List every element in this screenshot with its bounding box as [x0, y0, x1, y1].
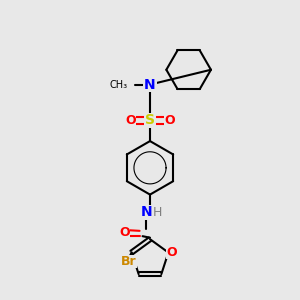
- Text: CH₃: CH₃: [110, 80, 128, 90]
- Text: O: O: [125, 114, 136, 127]
- Text: N: N: [144, 78, 156, 92]
- Text: H: H: [153, 206, 162, 219]
- Text: O: O: [166, 246, 177, 259]
- Text: Br: Br: [121, 255, 136, 268]
- Text: N: N: [141, 206, 153, 219]
- Text: O: O: [119, 226, 130, 239]
- Text: O: O: [164, 114, 175, 127]
- Text: S: S: [145, 113, 155, 127]
